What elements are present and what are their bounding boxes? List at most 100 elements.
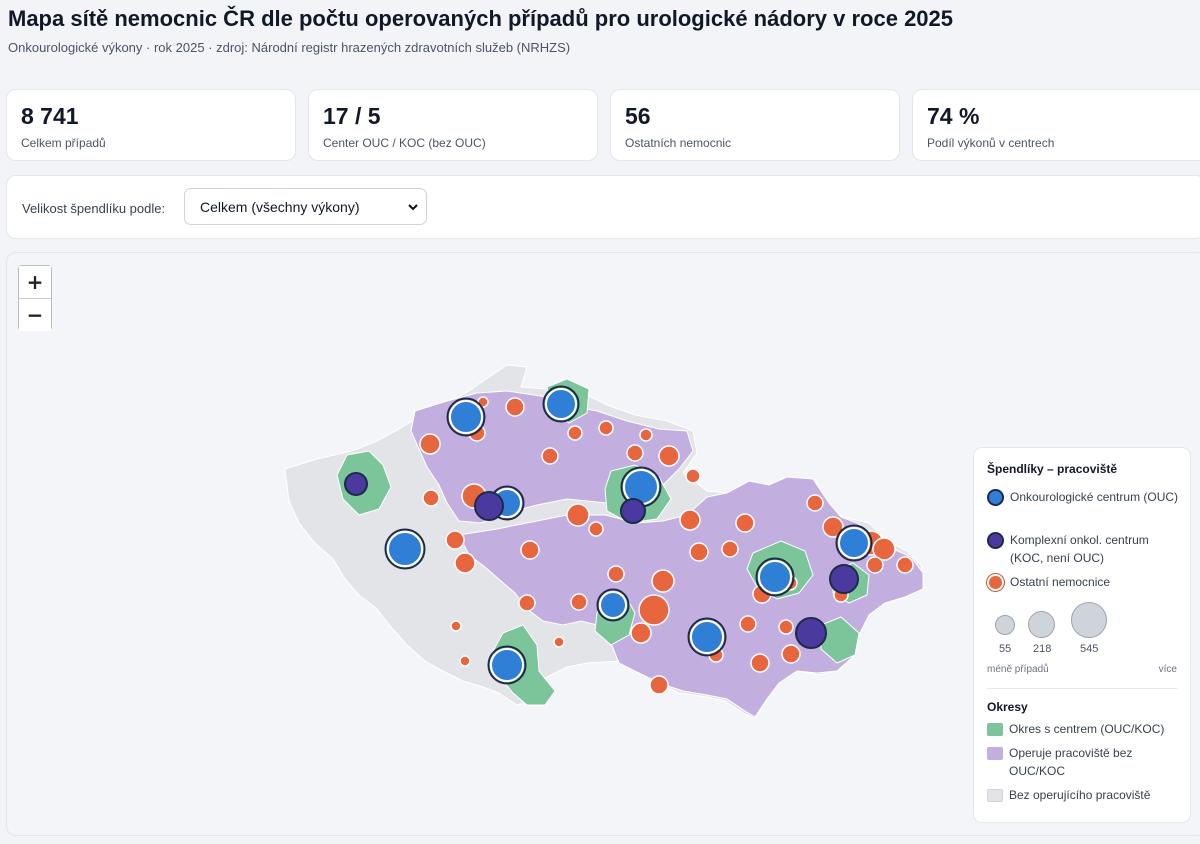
other-hospital-pin[interactable] [658,445,680,467]
ouc-center-pin[interactable] [758,560,792,594]
size-large-circle [1071,602,1107,638]
other-hospital-pin[interactable] [866,556,884,574]
legend-pin-label: Ostatní nemocnice [1010,575,1111,589]
kpi-label: Ostatních nemocnic [625,136,732,150]
pin-size-label: Velikost špendlíku podle: [22,201,166,216]
district-layer [284,364,926,720]
map-legend: Špendlíky – pracoviště Onkourologické ce… [973,447,1191,823]
ouc-center-pin[interactable] [449,400,483,434]
size-medium-circle [1028,611,1055,638]
other-hospital-pin[interactable] [454,552,476,574]
size-large-value: 545 [1080,643,1099,655]
other-hospital-pin[interactable] [570,593,588,611]
other-hospital-pin[interactable] [419,433,441,455]
other-hospital-pin[interactable] [445,530,465,550]
ouc-center-pin[interactable] [545,388,577,420]
koc-center-pin[interactable] [795,617,827,649]
other-hospital-pin[interactable] [541,447,559,465]
kpi-label: Podíl výkonů v centrech [927,136,1055,150]
kpi-label: Celkem případů [21,136,106,150]
kpi-value: 17 / 5 [323,103,381,129]
legend-pin-other: Ostatní nemocnice [987,573,1180,591]
other-hospital-pin[interactable] [735,513,755,533]
other-hospital-pin[interactable] [739,615,757,633]
other-hospital-pin[interactable] [685,468,701,484]
legend-pin-label: Onkourologické centrum (OUC) [1010,490,1179,504]
legend-district-label: Bez operujícího pracoviště [1009,788,1151,802]
ouc-center-pin[interactable] [599,591,627,619]
legend-district-label: Okres s centrem (OUC/KOC) [1009,722,1165,736]
other-hospital-pin[interactable] [679,509,701,531]
other-hospital-pin[interactable] [588,521,604,537]
ouc-center-pin-ring [487,645,527,685]
other-hospital-pin[interactable] [872,537,896,561]
pin-size-select[interactable]: Celkem (všechny výkony) [184,188,427,225]
koc-center-pin[interactable] [344,472,368,496]
other-hospital-pin[interactable] [459,655,471,667]
ouc-pin-icon [987,489,1004,506]
other-hospital-pin[interactable] [806,494,824,512]
other-hospital-pin[interactable] [518,594,536,612]
zoom-out-button[interactable]: − [19,299,51,331]
ouc-center-pin[interactable] [490,648,524,682]
other-hospital-pin[interactable] [822,516,844,538]
ouc-center-pin[interactable] [387,531,423,567]
pin-layer[interactable] [344,385,914,695]
other-hospital-pin[interactable] [520,540,540,560]
pin-size-select-value: Celkem (všechny výkony) [200,199,360,215]
kpi-total-cases: 8 741 Celkem případů [6,89,296,161]
kpi-other-hospitals: 56 Ostatních nemocnic [610,89,900,161]
kpi-value: 74 % [927,103,980,129]
kpi-value: 8 741 [21,103,79,129]
zoom-in-button[interactable]: + [19,266,51,298]
legend-districts-title: Okresy [987,700,1028,714]
map-container[interactable]: + − Špendlíky – pracoviště Onkourologick… [6,252,1200,836]
ouc-center-pin[interactable] [838,527,870,559]
ouc-center-pin-ring [755,557,795,597]
chevron-down-icon [408,204,418,211]
page-subtitle: Onkourologické výkony · rok 2025 · zdroj… [8,40,571,55]
other-hospital-pin[interactable] [689,542,709,562]
other-hospital-pin[interactable] [567,425,583,441]
size-max-label: více [1158,664,1177,675]
ouc-center-pin-ring [446,397,486,437]
legend-divider [987,688,1177,689]
other-hospital-pin[interactable] [553,636,565,648]
kpi-center-share: 74 % Podíl výkonů v centrech [912,89,1200,161]
other-hospital-pin[interactable] [639,428,653,442]
other-hospital-pin[interactable] [505,397,525,417]
other-hospital-pin[interactable] [598,420,614,436]
koc-center-pin[interactable] [829,564,859,594]
other-hospital-pin[interactable] [422,489,440,507]
other-hospital-pin[interactable] [721,540,739,558]
size-small-circle [995,615,1015,635]
other-hospital-pin[interactable] [781,644,801,664]
legend-district-operating: Operuje pracoviště bez OUC/KOC [987,744,1179,780]
center-district-swatch [987,723,1003,736]
other-hospital-pin[interactable] [626,444,644,462]
koc-center-pin[interactable] [474,491,504,521]
legend-district-none: Bez operujícího pracoviště [987,786,1179,804]
other-hospital-pin[interactable] [649,675,669,695]
zoom-control: + − [18,265,52,331]
kpi-value: 56 [625,103,651,129]
other-hospital-pin[interactable] [566,503,590,527]
legend-district-label: Operuje pracoviště bez OUC/KOC [1009,746,1133,778]
other-hospital-pin[interactable] [750,653,770,673]
legend-pin-koc: Komplexní onkol. centrum (KOC, není OUC) [987,531,1180,567]
ouc-center-pin-ring [542,385,580,423]
map-canvas[interactable] [7,253,1200,836]
kpi-centers: 17 / 5 Center OUC / KOC (bez OUC) [308,89,598,161]
other-hospital-pin[interactable] [630,622,652,644]
other-hospital-pin[interactable] [638,594,670,626]
ouc-center-pin[interactable] [690,620,724,654]
koc-center-pin[interactable] [620,498,646,524]
other-hospital-pin[interactable] [607,565,625,583]
other-hospital-pin[interactable] [450,620,462,632]
other-hospital-pin[interactable] [896,556,914,574]
legend-size-scale: 55 218 545 [987,598,1177,668]
size-medium-value: 218 [1033,643,1052,655]
other-hospital-pin[interactable] [778,619,794,635]
legend-district-center: Okres s centrem (OUC/KOC) [987,720,1179,738]
other-hospital-pin[interactable] [651,569,675,593]
